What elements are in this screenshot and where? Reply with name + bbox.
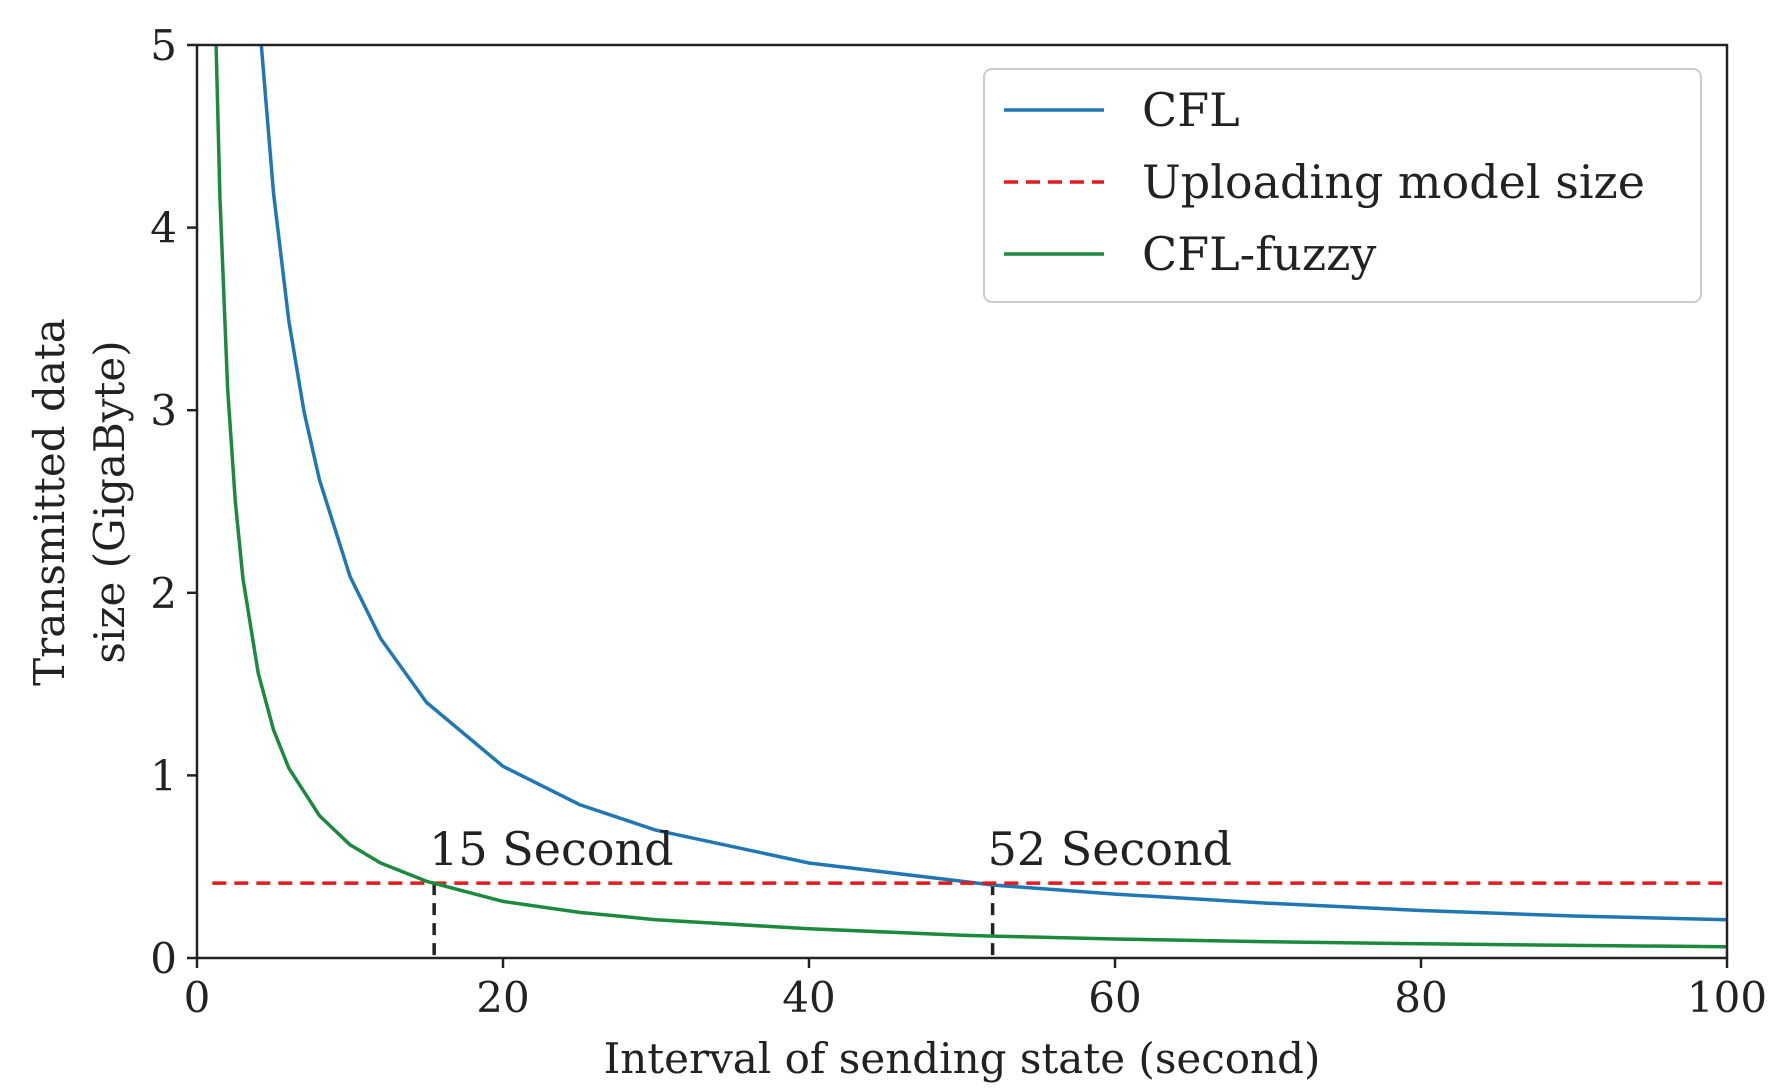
series-layer <box>212 45 1727 949</box>
legend-box <box>983 68 1702 303</box>
x-tick-label: 40 <box>782 973 835 1022</box>
x-axis: 0 20 40 60 80 100 <box>184 958 1767 1022</box>
annotation-lines <box>432 883 995 958</box>
x-tick-label: 0 <box>184 973 211 1022</box>
y-axis-title-line-2: size (GigaByte) <box>85 340 134 663</box>
annotation-label: 15 Second <box>429 822 673 876</box>
legend-label-cfl-fuzzy: CFL-fuzzy <box>1142 227 1376 281</box>
y-tick-label: 3 <box>150 386 177 435</box>
y-axis: 0 1 2 3 4 5 <box>150 21 197 983</box>
x-axis-title: Interval of sending state (second) <box>604 1034 1321 1083</box>
plot-frame <box>195 43 1729 960</box>
x-tick-label: 100 <box>1687 973 1767 1022</box>
y-axis-title-line-1: Transmitted data <box>25 318 74 686</box>
series-line-cfl <box>259 45 1727 922</box>
annotations: 15 Second 52 Second <box>429 822 1232 876</box>
y-tick-label: 1 <box>150 751 177 800</box>
legend-label-cfl: CFL <box>1142 83 1240 137</box>
series-line-cfl-fuzzy <box>214 45 1727 949</box>
x-tick-label: 20 <box>476 973 529 1022</box>
y-tick-label: 2 <box>150 569 177 618</box>
y-tick-label: 5 <box>150 21 177 70</box>
x-tick-label: 60 <box>1088 973 1141 1022</box>
legend-label-uploading-model-size: Uploading model size <box>1142 155 1645 209</box>
y-tick-label: 4 <box>150 204 177 253</box>
x-tick-label: 80 <box>1394 973 1447 1022</box>
y-tick-label: 0 <box>150 934 177 983</box>
legend: CFL Uploading model size CFL-fuzzy <box>983 68 1702 303</box>
annotation-label: 52 Second <box>988 822 1232 876</box>
